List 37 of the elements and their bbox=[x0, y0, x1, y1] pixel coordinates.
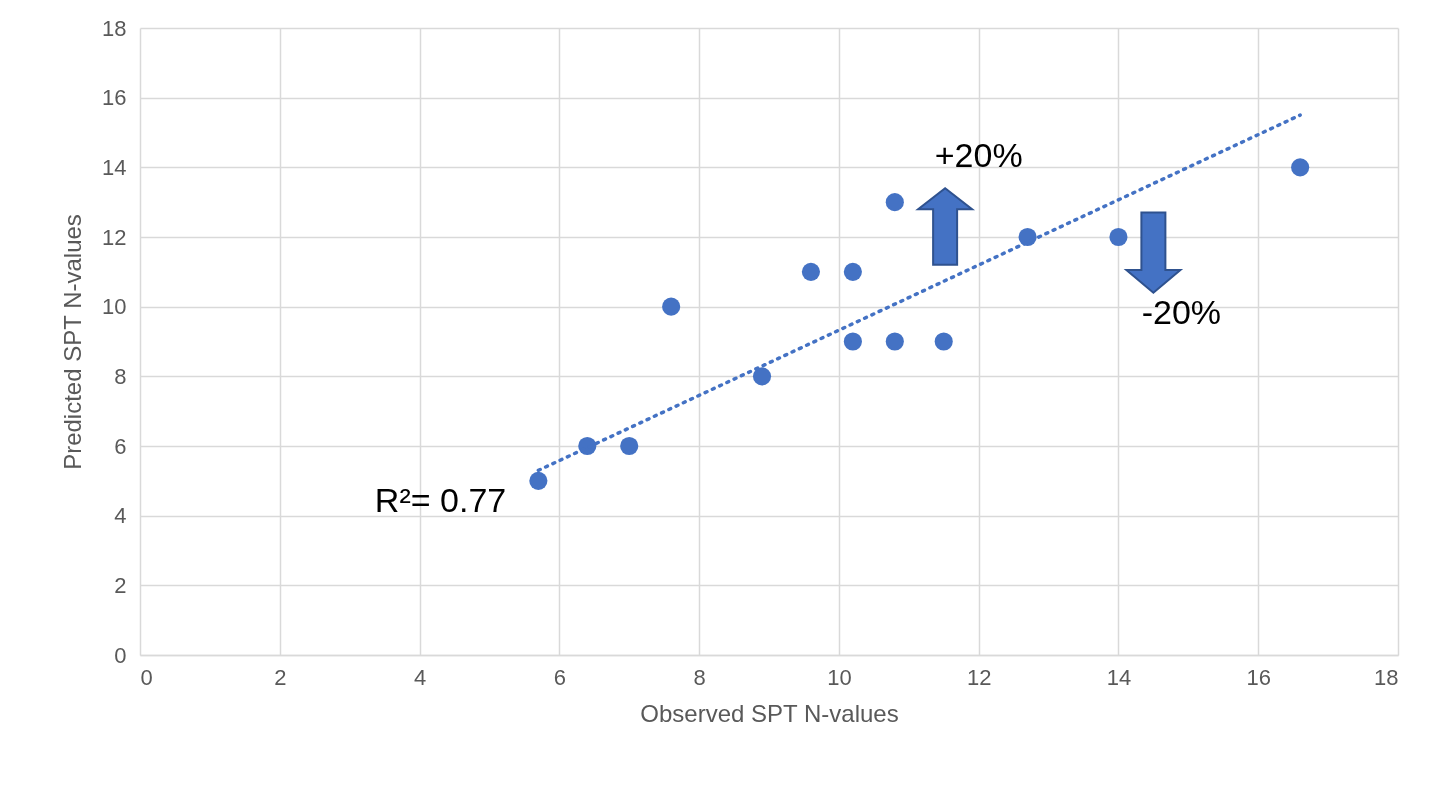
y-tick-label: 4 bbox=[114, 503, 127, 529]
y-tick-label: 10 bbox=[102, 294, 127, 320]
point bbox=[529, 471, 548, 490]
y-tick-label: 2 bbox=[114, 572, 127, 598]
x-tick-label: 2 bbox=[274, 664, 287, 690]
x-tick-label: 0 bbox=[140, 664, 153, 690]
annotation: R²= 0.77 bbox=[374, 480, 507, 519]
x-tick-label: 6 bbox=[553, 664, 566, 690]
y-tick-label: 12 bbox=[102, 224, 127, 250]
x-tick-label: 4 bbox=[413, 664, 427, 690]
y-tick-label: 6 bbox=[114, 433, 127, 459]
y-axis-title: Predicted SPT N-values bbox=[59, 214, 87, 470]
x-axis-title: Observed SPT N-values bbox=[640, 699, 899, 727]
x-tick-label: 18 bbox=[1374, 664, 1399, 690]
annotation: +20% bbox=[934, 135, 1023, 174]
point bbox=[752, 367, 772, 386]
point bbox=[843, 332, 862, 351]
point bbox=[843, 262, 862, 281]
point bbox=[1291, 158, 1310, 177]
annotation: -20% bbox=[1141, 292, 1222, 331]
x-tick-label: 12 bbox=[966, 664, 992, 690]
x-tick-label: 8 bbox=[693, 664, 706, 690]
point bbox=[1109, 227, 1128, 247]
point bbox=[934, 332, 953, 351]
y-tick-label: 16 bbox=[102, 85, 127, 111]
point bbox=[801, 262, 821, 281]
y-tick-label: 0 bbox=[114, 642, 127, 668]
point bbox=[885, 332, 904, 351]
x-tick-label: 10 bbox=[827, 664, 852, 690]
point bbox=[662, 297, 681, 316]
x-tick-label: 16 bbox=[1246, 664, 1271, 690]
y-tick-label: 8 bbox=[114, 363, 127, 389]
point bbox=[885, 193, 904, 212]
x-tick-label: 14 bbox=[1106, 664, 1132, 690]
point bbox=[620, 436, 639, 456]
y-tick-label: 14 bbox=[102, 154, 127, 180]
y-tick-label: 18 bbox=[102, 15, 127, 41]
